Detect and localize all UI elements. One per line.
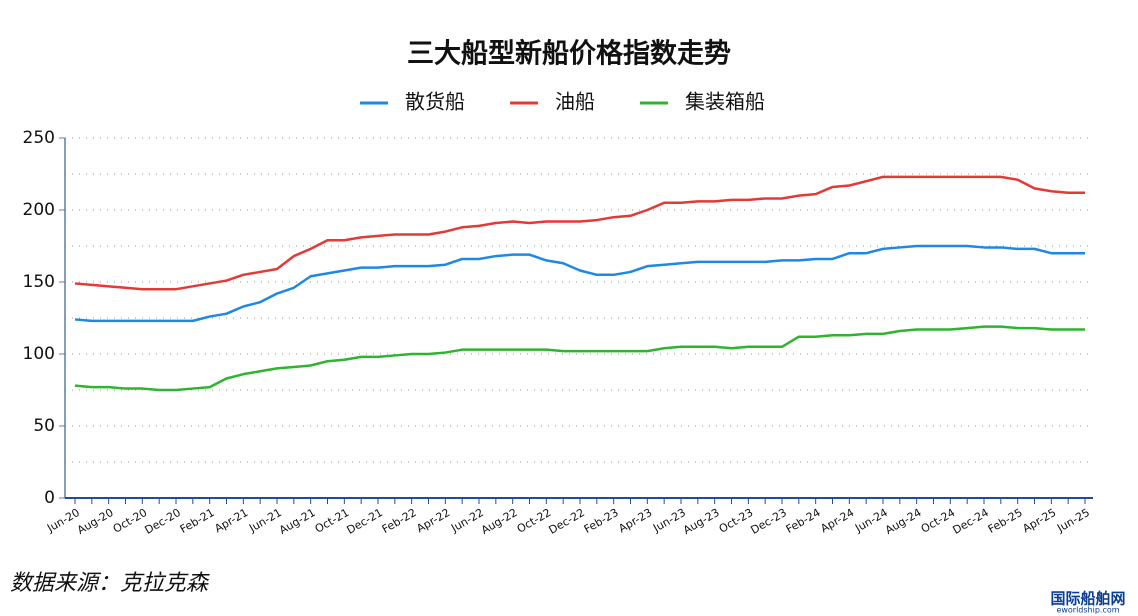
x-tick-label: Dec-22 (546, 506, 587, 537)
legend-label: 油船 (555, 90, 595, 114)
y-tick-label: 200 (23, 200, 55, 220)
x-tick-label: Apr-23 (616, 506, 654, 535)
x-tick-label: Apr-21 (212, 506, 250, 535)
x-tick-label: Feb-23 (582, 506, 621, 536)
y-tick-label: 150 (23, 272, 55, 292)
x-tick-label: Dec-23 (748, 506, 789, 537)
series-line (74, 244, 1085, 323)
x-tick-label: Feb-22 (380, 506, 419, 536)
x-tick-label: Jun-22 (448, 506, 486, 535)
x-tick-label: Oct-23 (717, 506, 756, 536)
x-tick-label: Dec-24 (950, 506, 991, 537)
x-tick-label: Aug-21 (277, 506, 318, 537)
x-tick-label: Jun-21 (246, 506, 284, 535)
x-tick-label: Aug-22 (479, 506, 520, 537)
x-tick-label: Apr-25 (1020, 506, 1058, 535)
x-tick-label: Oct-22 (515, 506, 554, 536)
y-tick-label: 50 (33, 416, 55, 436)
x-tick-label: Jun-20 (44, 506, 82, 535)
x-tick-label: Apr-22 (414, 506, 452, 535)
x-tick-label: Dec-20 (142, 506, 183, 537)
chart-title: 三大船型新船价格指数走势 (407, 38, 731, 70)
watermark: 国际船舶网 (1050, 590, 1125, 608)
legend-label: 集装箱船 (685, 90, 765, 114)
watermark-url: eworldship.com (1056, 606, 1119, 615)
x-tick-label: Apr-24 (818, 506, 856, 535)
x-tick-label: Aug-23 (681, 506, 722, 537)
legend-label: 散货船 (405, 90, 465, 114)
series-line (74, 325, 1085, 392)
x-tick-label: Oct-20 (111, 506, 150, 536)
x-tick-label: Jun-23 (650, 506, 688, 535)
watermark-box (1040, 591, 1136, 614)
source-note: 数据来源：克拉克森 (10, 571, 210, 596)
x-tick-label: Feb-25 (986, 506, 1025, 536)
x-tick-label: Dec-21 (344, 506, 385, 537)
y-tick-label: 250 (23, 128, 55, 148)
series-line (74, 175, 1085, 291)
x-tick-label: Jun-24 (852, 506, 890, 535)
x-tick-label: Jun-25 (1054, 506, 1092, 535)
x-tick-label: Aug-24 (883, 506, 924, 537)
y-tick-label: 0 (44, 488, 55, 508)
x-tick-label: Aug-20 (75, 506, 116, 537)
x-tick-label: Feb-24 (784, 506, 823, 536)
legend: 散货船 油船 集装箱船 (360, 90, 765, 114)
y-tick-label: 100 (23, 344, 55, 364)
x-tick-label: Oct-24 (919, 506, 958, 536)
x-tick-label: Feb-21 (178, 506, 217, 536)
x-tick-label: Oct-21 (313, 506, 352, 536)
